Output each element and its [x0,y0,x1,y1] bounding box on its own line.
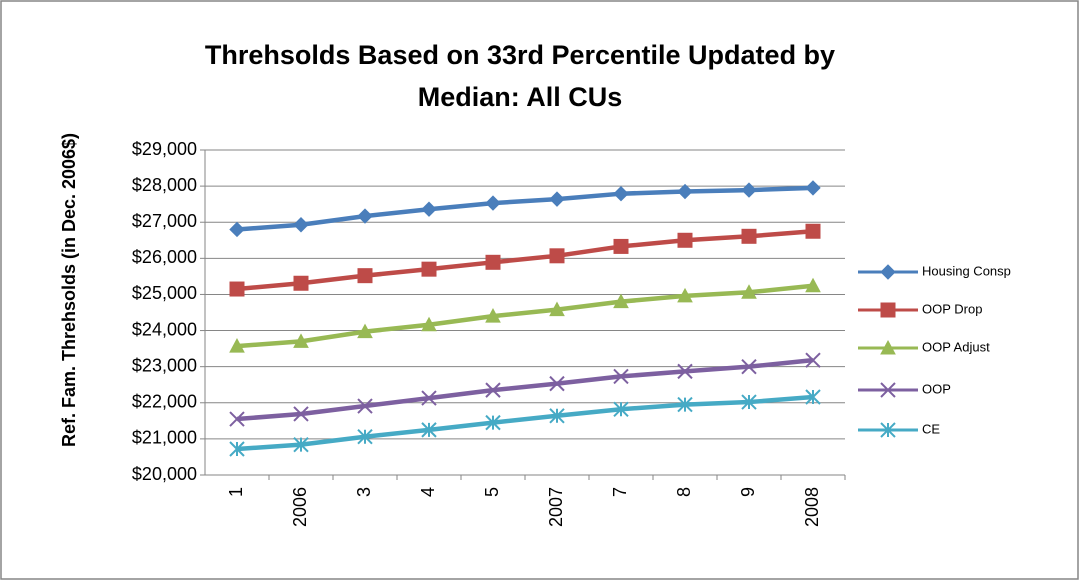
data-point [357,323,373,339]
series-line [236,394,814,452]
y-tick-label: $29,000 [132,139,197,159]
data-point [293,217,309,233]
data-point [421,316,437,332]
data-point [293,275,309,291]
data-point [805,277,821,293]
series-line [236,229,814,292]
legend-label: OOP Drop [922,301,982,316]
data-point [805,389,821,405]
series-line [236,357,814,422]
data-point [229,221,245,238]
y-axis-label: Ref. Fam. Threhsolds (in Dec. 2006$) [59,133,79,447]
data-point [293,406,309,422]
data-point [421,422,437,438]
data-point [293,436,309,453]
y-tick-label: $24,000 [132,319,197,339]
data-point [741,182,757,198]
x-tick-label: 2007 [546,487,566,527]
chart-title: Threhsolds Based on 33rd Percentile Upda… [205,40,835,70]
x-tick-label: 9 [738,487,758,497]
y-tick-label: $22,000 [132,392,197,412]
data-point [421,261,437,277]
data-point [677,396,693,413]
legend-label: OOP [922,381,951,396]
series-line [236,283,814,349]
legend-marker [880,339,896,355]
data-point [741,358,757,375]
x-tick-label: 3 [354,487,374,497]
x-tick-label: 2008 [802,487,822,527]
data-point [805,223,821,239]
y-tick-label: $26,000 [132,247,197,267]
data-point [677,183,693,200]
data-point [293,333,309,348]
x-tick-label: 1 [226,487,246,497]
data-point [229,441,245,457]
data-point [677,363,693,380]
data-point [613,401,629,417]
data-point [613,293,629,309]
data-point [549,408,565,424]
data-point [229,338,245,353]
data-point [741,284,757,299]
x-tick-label: 2006 [290,487,310,527]
data-point [741,228,757,244]
data-point [805,180,821,196]
x-tick-label: 4 [418,487,438,497]
y-tick-label: $25,000 [132,283,197,303]
legend-label: OOP Adjust [922,339,990,354]
y-tick-label: $27,000 [132,211,197,231]
legend-label: CE [922,421,940,436]
y-tick-label: $21,000 [132,428,197,448]
y-tick-label: $20,000 [132,464,197,484]
data-point [805,352,821,368]
y-tick-label: $28,000 [132,175,197,195]
data-point [613,185,629,202]
data-point [549,375,565,392]
data-point [741,394,757,410]
data-point [357,429,373,445]
legend-marker [880,264,896,280]
data-point [485,382,501,398]
x-tick-label: 5 [482,487,502,497]
data-point [229,281,245,297]
data-point [549,191,565,207]
x-tick-label: 7 [610,487,630,497]
data-point [677,232,693,248]
data-point [357,398,373,414]
legend-marker [880,382,896,398]
data-point [677,287,693,303]
legend-marker [880,422,896,438]
x-tick-label: 8 [674,487,694,497]
chart-title: Median: All CUs [418,82,623,112]
data-point [549,301,565,317]
data-point [421,390,437,406]
data-point [613,368,629,385]
data-point [357,268,373,284]
data-point [485,254,501,270]
legend-label: Housing Consp [922,263,1011,278]
data-point [549,248,565,264]
y-tick-label: $23,000 [132,355,197,375]
data-point [229,411,245,427]
series-line [236,185,814,232]
data-point [485,414,501,431]
data-point [357,208,373,224]
data-point [485,308,501,323]
data-point [421,201,437,217]
legend-marker [880,302,896,318]
data-point [613,238,629,254]
data-point [485,195,501,211]
